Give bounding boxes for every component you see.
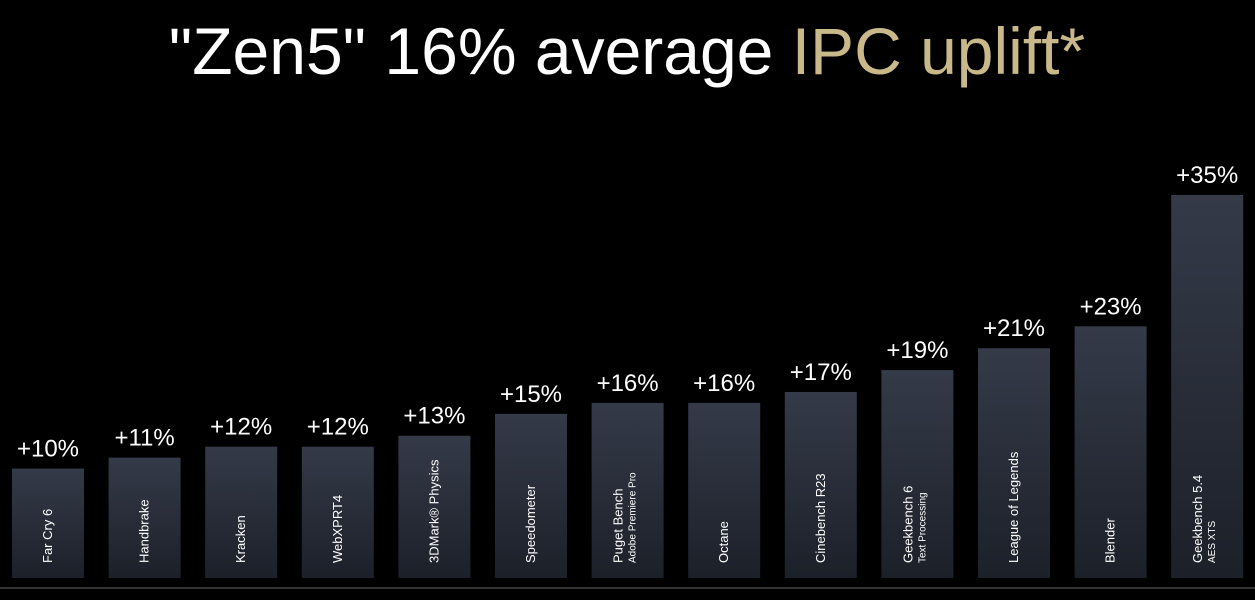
title-main: "Zen5" 16% average [169,14,774,88]
value-label: +12% [307,414,369,441]
bar [881,370,954,578]
category-label: 3DMark® Physics [426,459,441,563]
value-label: +19% [886,337,948,364]
category-label: Kracken [233,515,248,563]
value-label: +15% [500,381,562,408]
bar [398,435,471,578]
bar [1171,195,1244,578]
category-sublabel: Text Processing [917,492,928,563]
category-sublabel: Adobe Premiere Pro [628,472,639,563]
title-highlight: IPC uplift* [792,14,1085,88]
category-label: League of Legends [1006,451,1021,563]
category-label: Blender [1103,518,1118,563]
bar [591,402,664,578]
value-label: +12% [210,414,272,441]
value-label: +13% [403,403,465,430]
value-label: +11% [114,425,174,452]
bar [978,348,1050,578]
value-label: +17% [790,359,852,386]
chart-title: "Zen5" 16% average IPC uplift* [169,14,1085,88]
bar [495,413,567,578]
category-label: Far Cry 6 [40,509,55,563]
value-label: +16% [693,370,755,397]
category-sublabel: AES XTS [1207,520,1218,563]
bar [205,446,278,578]
bar [1074,326,1147,578]
bar [688,402,761,578]
value-label: +23% [1080,293,1142,320]
category-label: Geekbench 5.4 [1190,475,1205,563]
category-label: Speedometer [523,484,538,563]
value-label: +16% [597,370,659,397]
bar [108,457,181,578]
value-label: +35% [1176,162,1238,189]
category-label: Octane [716,521,731,563]
bar [784,391,857,578]
category-label: Handbrake [137,499,152,563]
category-label: WebXPRT4 [330,495,345,563]
bar [12,468,84,578]
category-label: Cinebench R23 [813,473,828,563]
value-label: +10% [17,436,79,463]
bar [301,446,374,578]
category-label: Puget Bench [611,489,626,563]
category-label: Geekbench 6 [900,486,915,563]
value-label: +21% [983,315,1045,342]
